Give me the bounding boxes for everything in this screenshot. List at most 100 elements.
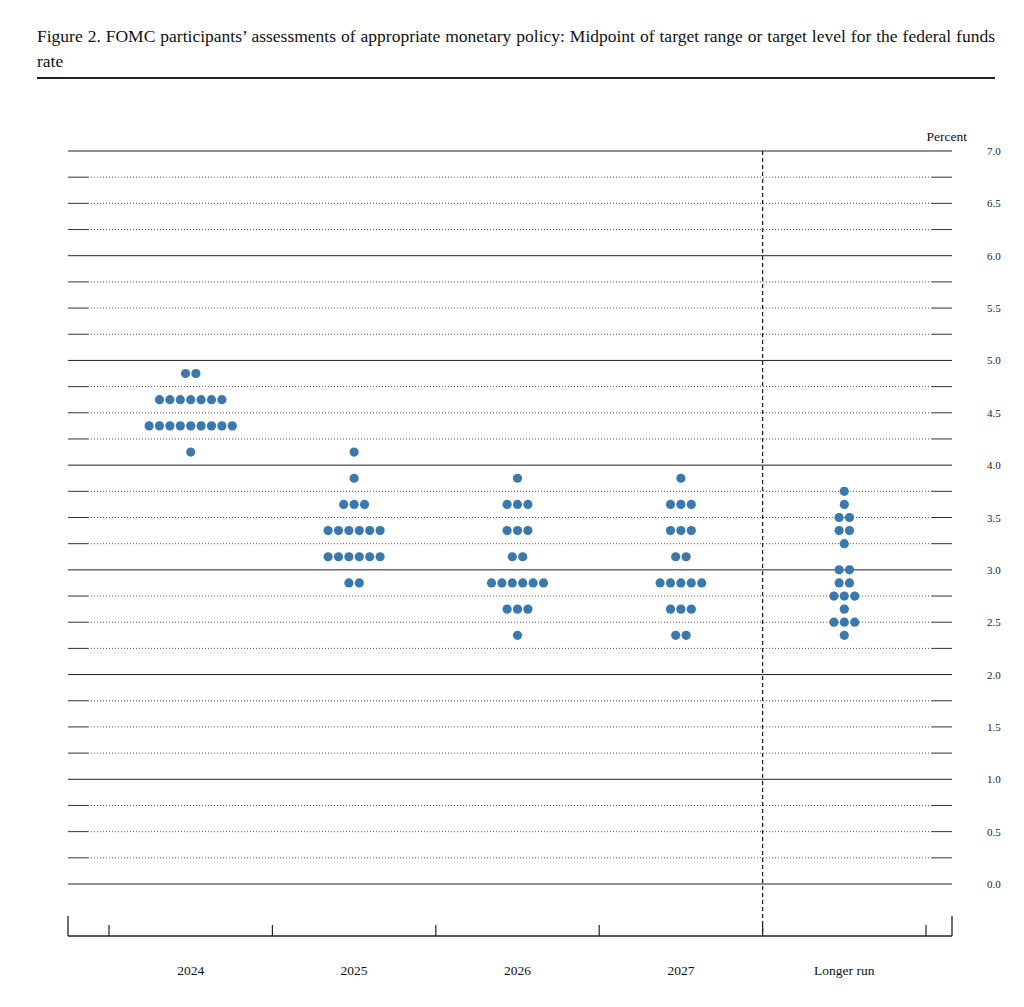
grid-stub: [932, 177, 952, 178]
dot: [676, 500, 685, 509]
grid-stub: [68, 438, 88, 439]
minor-grid-line: [68, 177, 952, 178]
y-tick-label: 2.5: [987, 616, 1001, 628]
y-tick-label: 6.0: [987, 250, 1001, 262]
dot: [176, 395, 185, 404]
dot: [676, 605, 685, 614]
dot: [365, 552, 374, 561]
grid-dots: [88, 700, 932, 701]
minor-grid-line: [68, 334, 952, 335]
y-tick-label: 4.5: [987, 407, 1001, 419]
y-tick-label: 0.0: [987, 878, 1001, 890]
minor-grid-line: [68, 386, 952, 387]
grid-stub: [932, 229, 952, 230]
dot: [155, 395, 164, 404]
grid-stub: [932, 308, 952, 309]
dot: [518, 578, 527, 587]
grid-stub: [932, 491, 952, 492]
dot: [829, 591, 838, 600]
y-tick-label: 0.5: [987, 826, 1001, 838]
grid-line: [68, 674, 952, 675]
dot: [186, 447, 195, 456]
dot: [687, 578, 696, 587]
dot: [666, 526, 675, 535]
dot: [835, 526, 844, 535]
dot: [840, 605, 849, 614]
dot: [666, 605, 675, 614]
grid-dots: [88, 203, 932, 204]
dot: [181, 369, 190, 378]
x-tick: [925, 925, 926, 936]
grid-stub: [932, 831, 952, 832]
dot: [191, 369, 200, 378]
minor-grid-line: [68, 229, 952, 230]
dot: [513, 605, 522, 614]
grid-stub: [68, 412, 88, 413]
x-tick-label: 2025: [341, 963, 368, 978]
dot: [523, 500, 532, 509]
dot: [850, 618, 859, 627]
grid-stub: [68, 203, 88, 204]
grid-dots: [88, 596, 932, 597]
grid-stub: [68, 726, 88, 727]
grid-stub: [68, 596, 88, 597]
grid-stub: [68, 177, 88, 178]
dot: [350, 447, 359, 456]
grid-stub: [932, 438, 952, 439]
dot: [508, 578, 517, 587]
dot: [355, 578, 364, 587]
y-tick-label: 1.5: [987, 721, 1001, 733]
minor-grid-line: [68, 648, 952, 649]
dot: [513, 526, 522, 535]
grid-dots: [88, 334, 932, 335]
grid-dots: [88, 831, 932, 832]
dot: [497, 578, 506, 587]
dot: [676, 526, 685, 535]
dot: [682, 631, 691, 640]
grid-dots: [88, 229, 932, 230]
grid-stub: [932, 334, 952, 335]
dot: [186, 421, 195, 430]
dot: [503, 500, 512, 509]
minor-grid-line: [68, 543, 952, 544]
x-tick: [108, 925, 109, 936]
dot: [344, 526, 353, 535]
dot: [840, 618, 849, 627]
grid-stub: [68, 753, 88, 754]
dot: [666, 578, 675, 587]
dot: [513, 631, 522, 640]
dot: [666, 500, 675, 509]
grid-line: [68, 465, 952, 466]
dots: [145, 369, 860, 640]
dot: [350, 474, 359, 483]
y-axis-label: Percent: [927, 129, 968, 144]
grid-stub: [68, 386, 88, 387]
dot: [334, 526, 343, 535]
dot: [656, 578, 665, 587]
dot: [671, 631, 680, 640]
grid-line: [68, 151, 952, 152]
grid-line: [68, 308, 952, 309]
grid-stub: [932, 726, 952, 727]
grid-line: [68, 255, 952, 256]
dot: [339, 500, 348, 509]
grid-stub: [68, 805, 88, 806]
dot: [687, 605, 696, 614]
grid-stub: [932, 543, 952, 544]
x-tick: [762, 925, 763, 936]
dot: [207, 395, 216, 404]
dot: [217, 421, 226, 430]
y-tick-label: 5.0: [987, 354, 1001, 366]
grid-stub: [68, 648, 88, 649]
dot: [835, 513, 844, 522]
grid-stub: [68, 281, 88, 282]
grid-dots: [88, 308, 932, 309]
dot: [176, 421, 185, 430]
dot: [197, 421, 206, 430]
minor-grid-line: [68, 438, 952, 439]
dot: [840, 591, 849, 600]
minor-grid-line: [68, 281, 952, 282]
grid-stub: [932, 596, 952, 597]
x-axis: [68, 935, 952, 936]
dot: [217, 395, 226, 404]
